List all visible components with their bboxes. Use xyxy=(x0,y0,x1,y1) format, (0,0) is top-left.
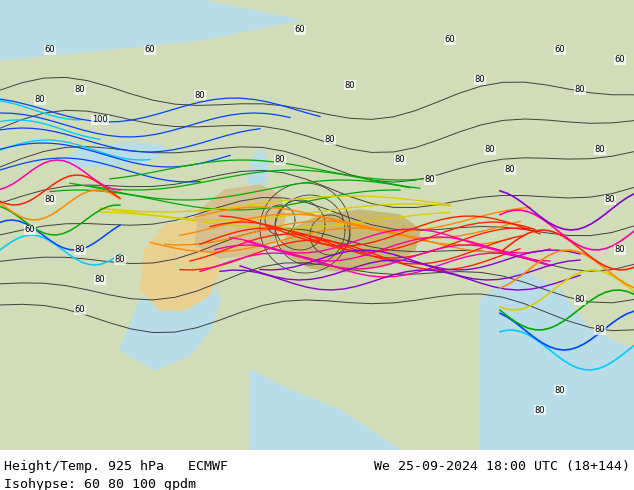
Polygon shape xyxy=(140,220,220,310)
Polygon shape xyxy=(250,370,400,450)
Text: 80: 80 xyxy=(574,295,585,304)
Text: 80: 80 xyxy=(395,155,405,165)
Text: 80: 80 xyxy=(75,85,86,95)
Polygon shape xyxy=(280,210,420,272)
Text: Isohypse: 60 80 100 gpdm: Isohypse: 60 80 100 gpdm xyxy=(4,478,196,490)
Polygon shape xyxy=(120,270,220,370)
Text: 80: 80 xyxy=(574,85,585,95)
Text: 80: 80 xyxy=(35,96,45,104)
Text: 100: 100 xyxy=(92,116,108,124)
Text: 80: 80 xyxy=(425,175,436,185)
Polygon shape xyxy=(0,0,634,400)
Text: 80: 80 xyxy=(555,386,566,394)
Text: 80: 80 xyxy=(345,80,355,90)
Text: 60: 60 xyxy=(444,35,455,45)
Polygon shape xyxy=(0,0,300,60)
Text: 80: 80 xyxy=(94,275,105,285)
Text: 80: 80 xyxy=(615,245,625,254)
Text: Height/Temp. 925 hPa   ECMWF: Height/Temp. 925 hPa ECMWF xyxy=(4,460,228,473)
Text: 80: 80 xyxy=(595,146,605,154)
Text: 60: 60 xyxy=(615,55,625,65)
Text: 60: 60 xyxy=(44,46,55,54)
Text: 80: 80 xyxy=(505,166,515,174)
Text: 80: 80 xyxy=(195,91,205,99)
Text: 80: 80 xyxy=(605,196,616,204)
Text: 80: 80 xyxy=(595,325,605,335)
Polygon shape xyxy=(480,270,634,450)
Polygon shape xyxy=(248,150,268,192)
Polygon shape xyxy=(60,142,170,168)
Text: 60: 60 xyxy=(295,25,306,34)
Polygon shape xyxy=(0,0,634,250)
Text: 80: 80 xyxy=(75,245,86,254)
Text: 80: 80 xyxy=(475,75,485,84)
Text: We 25-09-2024 18:00 UTC (18+144): We 25-09-2024 18:00 UTC (18+144) xyxy=(374,460,630,473)
Text: 80: 80 xyxy=(115,255,126,265)
Text: 60: 60 xyxy=(555,46,566,54)
Text: 80: 80 xyxy=(325,136,335,145)
Polygon shape xyxy=(195,185,285,258)
Text: 80: 80 xyxy=(534,406,545,415)
Text: 80: 80 xyxy=(275,155,285,165)
Text: 60: 60 xyxy=(145,46,155,54)
Text: 80: 80 xyxy=(484,146,495,154)
Text: 60: 60 xyxy=(25,225,36,235)
Text: 80: 80 xyxy=(44,196,55,204)
Text: 60: 60 xyxy=(75,305,86,315)
